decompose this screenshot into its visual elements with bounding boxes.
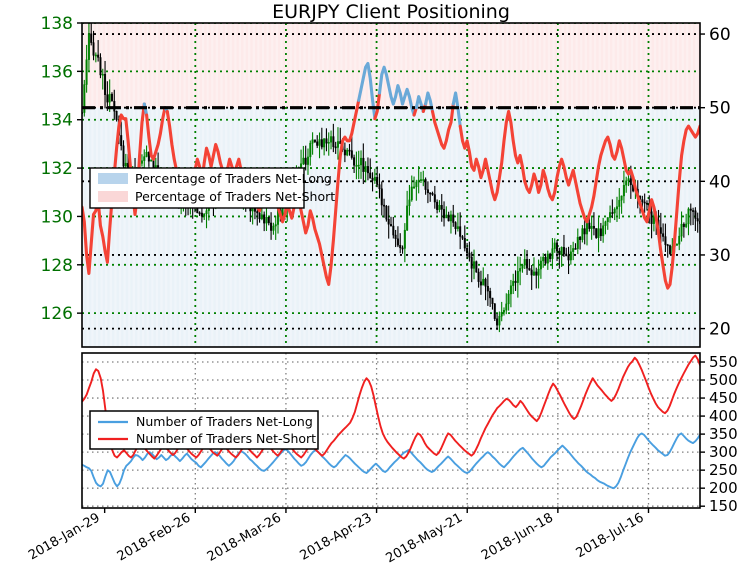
left-axis-tick: 136 (41, 62, 73, 82)
left-price-axis: 126 128 130 132 134 136 138 (41, 14, 82, 324)
lower-legend-box (89, 410, 319, 450)
lower-axis-tick: 550 (709, 353, 738, 371)
right-percentage-axis: 20 30 40 50 60 (700, 25, 731, 340)
lower-axis-tick: 400 (709, 407, 738, 425)
series-line (82, 432, 700, 490)
series-line (82, 354, 700, 460)
left-axis-tick: 130 (41, 207, 73, 227)
lower-axis-tick: 150 (709, 497, 738, 515)
chart-title: EURJPY Client Positioning (272, 1, 510, 23)
upper-legend: Percentage of Traders Net-Long Percentage… (89, 167, 335, 209)
legend-swatch (98, 191, 128, 202)
right-axis-tick: 50 (709, 99, 731, 119)
lower-axis-tick: 200 (709, 479, 738, 497)
left-axis-tick: 128 (41, 256, 73, 276)
right-axis-tick: 20 (709, 320, 731, 340)
lower-axis-tick: 250 (709, 461, 738, 479)
lower-legend: Number of Traders Net-Long Number of Trad… (89, 410, 319, 450)
left-axis-tick: 138 (41, 14, 73, 34)
lower-axis-tick: 350 (709, 425, 738, 443)
legend-label: Percentage of Traders Net-Long (135, 171, 332, 186)
left-axis-tick: 126 (41, 304, 73, 324)
left-axis-tick: 132 (41, 159, 73, 179)
lower-axis-tick: 500 (709, 371, 738, 389)
traders-count-series (82, 354, 700, 490)
legend-swatch (98, 173, 128, 184)
legend-label: Number of Traders Net-Short (136, 431, 316, 446)
right-axis-tick: 30 (709, 246, 731, 266)
right-axis-tick: 40 (709, 172, 731, 192)
legend-label: Number of Traders Net-Long (136, 414, 313, 429)
right-axis-tick: 60 (709, 25, 731, 45)
lower-axis-tick: 300 (709, 443, 738, 461)
lower-gridlines (82, 353, 700, 508)
left-axis-tick: 134 (41, 111, 73, 131)
lower-axis-tick: 450 (709, 389, 738, 407)
legend-label: Percentage of Traders Net-Short (135, 189, 335, 204)
lower-panel-border (81, 352, 701, 509)
upper-panel-border (81, 22, 701, 348)
upper-panel: 126 128 130 132 134 136 138 20 30 40 50 60 Percent… (41, 14, 731, 348)
